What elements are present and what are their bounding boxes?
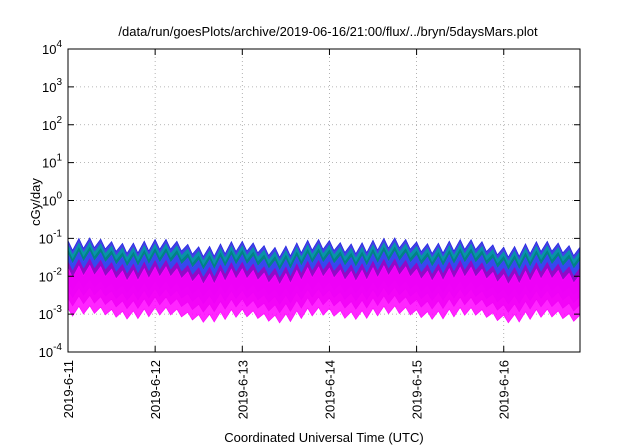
x-axis-label: Coordinated Universal Time (UTC) [224,430,423,445]
axis-ticks: 10-410-310-210-11001011021031042019-6-11… [39,39,580,419]
y-tick-exponent: 2 [56,115,62,126]
x-tick-label: 2019-6-14 [322,360,337,419]
y-tick-exponent: 0 [56,191,62,202]
y-tick-label: 103 [42,77,62,95]
x-tick-label: 2019-6-16 [497,360,512,419]
y-axis-label: cGy/day [28,178,43,226]
plot-frame [67,48,581,353]
y-tick-exponent: 4 [56,39,62,50]
series-layer [67,237,581,324]
y-tick-exponent: 3 [56,77,62,88]
x-tick-label: 2019-6-13 [235,360,250,419]
y-tick-label: 10-2 [39,266,63,284]
x-tick-label: 2019-6-12 [148,360,163,419]
x-tick-label: 2019-6-11 [61,360,76,418]
y-tick-exponent: -3 [53,304,62,315]
x-tick-label: 2019-6-15 [410,360,425,419]
y-tick-exponent: -2 [53,266,62,277]
y-tick-label: 10-3 [39,304,63,322]
y-tick-label: 102 [42,115,62,133]
y-tick-label: 10-4 [39,342,63,360]
y-tick-exponent: 1 [56,153,62,164]
y-tick-exponent: -4 [53,342,62,353]
y-tick-label: 100 [42,191,62,209]
y-tick-label: 10-1 [39,228,63,246]
y-tick-label: 104 [42,39,62,57]
y-tick-label: 101 [42,153,62,171]
y-tick-exponent: -1 [53,228,62,239]
chart-title: /data/run/goesPlots/archive/2019-06-16/2… [118,24,538,39]
